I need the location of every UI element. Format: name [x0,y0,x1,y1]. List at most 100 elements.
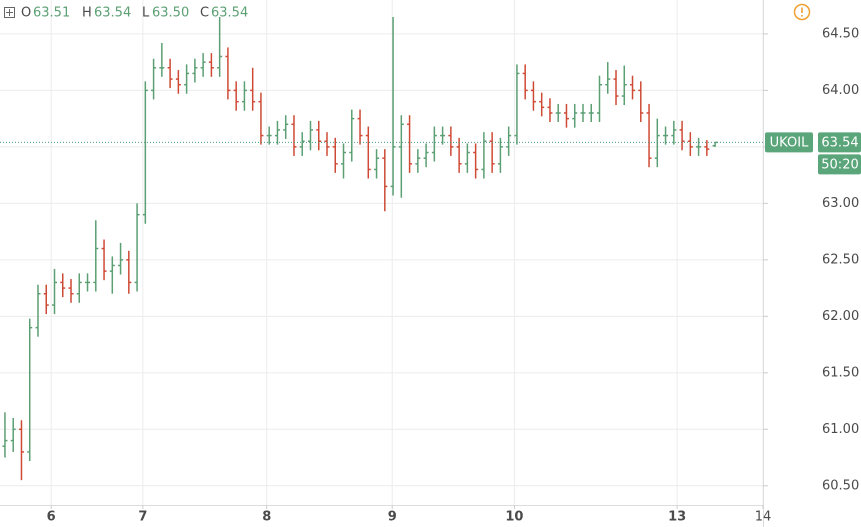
ohlc-bar [291,115,297,156]
x-tick-label: 7 [138,510,147,525]
ohlc-bar [126,250,132,294]
ohlc-bar [341,143,347,179]
y-tick-label: 64.50 [822,26,859,41]
x-tick-label: 14 [755,510,772,525]
ohlc-bar [415,149,421,173]
ohlc-bar [184,64,190,94]
ohlc-bar [217,16,223,77]
ohlc-bar [307,120,313,151]
y-tick-label: 63.00 [822,196,859,211]
ohlc-bar [431,126,437,162]
ohlc-bar [506,126,512,156]
ohlc-bar [704,140,710,156]
ohlc-bar [151,58,157,100]
ohlc-bar [497,137,503,173]
ohlc-bar [440,126,446,145]
legend-low: 63.50 [152,6,189,21]
ohlc-bar [27,318,33,461]
ohlc-bar [159,42,165,77]
ohlc-bar [374,149,380,179]
legend-open-label: O [21,6,31,21]
legend-open: 63.51 [33,6,70,21]
ohlc-bar [332,137,338,173]
ohlc-bar [481,132,487,179]
ohlc-bar [167,58,173,89]
ohlc-bar [646,103,652,168]
ohlc-bar [101,239,107,281]
ohlc-bar [580,103,586,123]
grid [0,0,764,505]
ohlc-bar [274,120,280,145]
ohlc-bar [547,98,553,123]
legend-close-label: C [200,6,209,21]
x-tick-label: 10 [505,510,523,525]
ohlc-bar [233,81,239,111]
ohlc-bar [382,149,388,212]
ohlc-bar [93,220,99,292]
ohlc-bar [448,126,454,156]
ohlc-bar [142,81,148,224]
y-tick-label: 60.50 [822,478,859,493]
countdown-box [818,154,861,175]
last-price: UKOIL 63.54 50:20 [765,132,861,175]
ohlc-bar [555,103,561,123]
y-tick-label: 62.00 [822,309,859,324]
ohlc-bar [539,92,545,117]
ohlc-bar [456,137,462,173]
ohlc-bar [316,120,322,151]
legend-toggle[interactable] [4,7,15,18]
ohlc-bar [679,120,685,151]
ohlc-bar [76,273,82,303]
ohlc-bar [605,62,611,94]
ohlc-bar [638,81,644,123]
ohlc-bar [60,273,66,298]
ohlc-bar [250,67,256,111]
ohlc-bar [18,420,24,481]
ohlc-bar [654,118,660,168]
ohlc-bar [464,143,470,173]
ohlc-bar [118,242,124,275]
ohlc-bar [398,115,404,198]
price-box [818,132,861,153]
ohlc-bar [200,53,206,77]
ohlc-bar [663,126,669,145]
ohlc-bar [407,115,413,173]
ohlc-bar [390,16,396,196]
ohlc-bar [563,103,569,128]
y-tick-label: 62.50 [822,252,859,267]
ohlc-bar [258,92,264,145]
ohlc-bar [365,126,371,179]
ohlc-bar [85,273,91,292]
ohlc-bar [175,70,181,94]
alert-icon[interactable] [793,3,811,21]
ohlc-bar [357,109,363,145]
ohlc-bar [613,70,619,106]
ohlc-bar [621,65,627,106]
ohlc-bar [68,279,74,303]
y-tick-label: 64.00 [822,83,859,98]
ohlc-bar [241,81,247,111]
symbol-box [765,132,813,153]
ohlc-bar [630,75,636,100]
ohlc-bar [266,126,272,145]
price-label: 63.54 [821,135,858,150]
ohlc-bar [109,256,115,294]
ohlc-bar [10,418,16,452]
ohlc-bar [572,103,578,128]
ohlc-bar [43,284,49,315]
x-tick-label: 9 [388,510,397,525]
ohlc-bar [522,64,528,100]
legend-high-label: H [82,6,92,21]
ohlc-bar [514,64,520,145]
y-tick-label: 61.00 [822,422,859,437]
ohlc-bar [588,103,594,123]
x-tick-label: 8 [262,510,271,525]
ohlc-bar [192,58,198,83]
ohlc-bar [299,132,305,156]
ohlc-bar [349,109,355,162]
ohlc-bar [530,81,536,111]
legend-high: 63.54 [94,6,131,21]
symbol-label: UKOIL [770,135,809,150]
